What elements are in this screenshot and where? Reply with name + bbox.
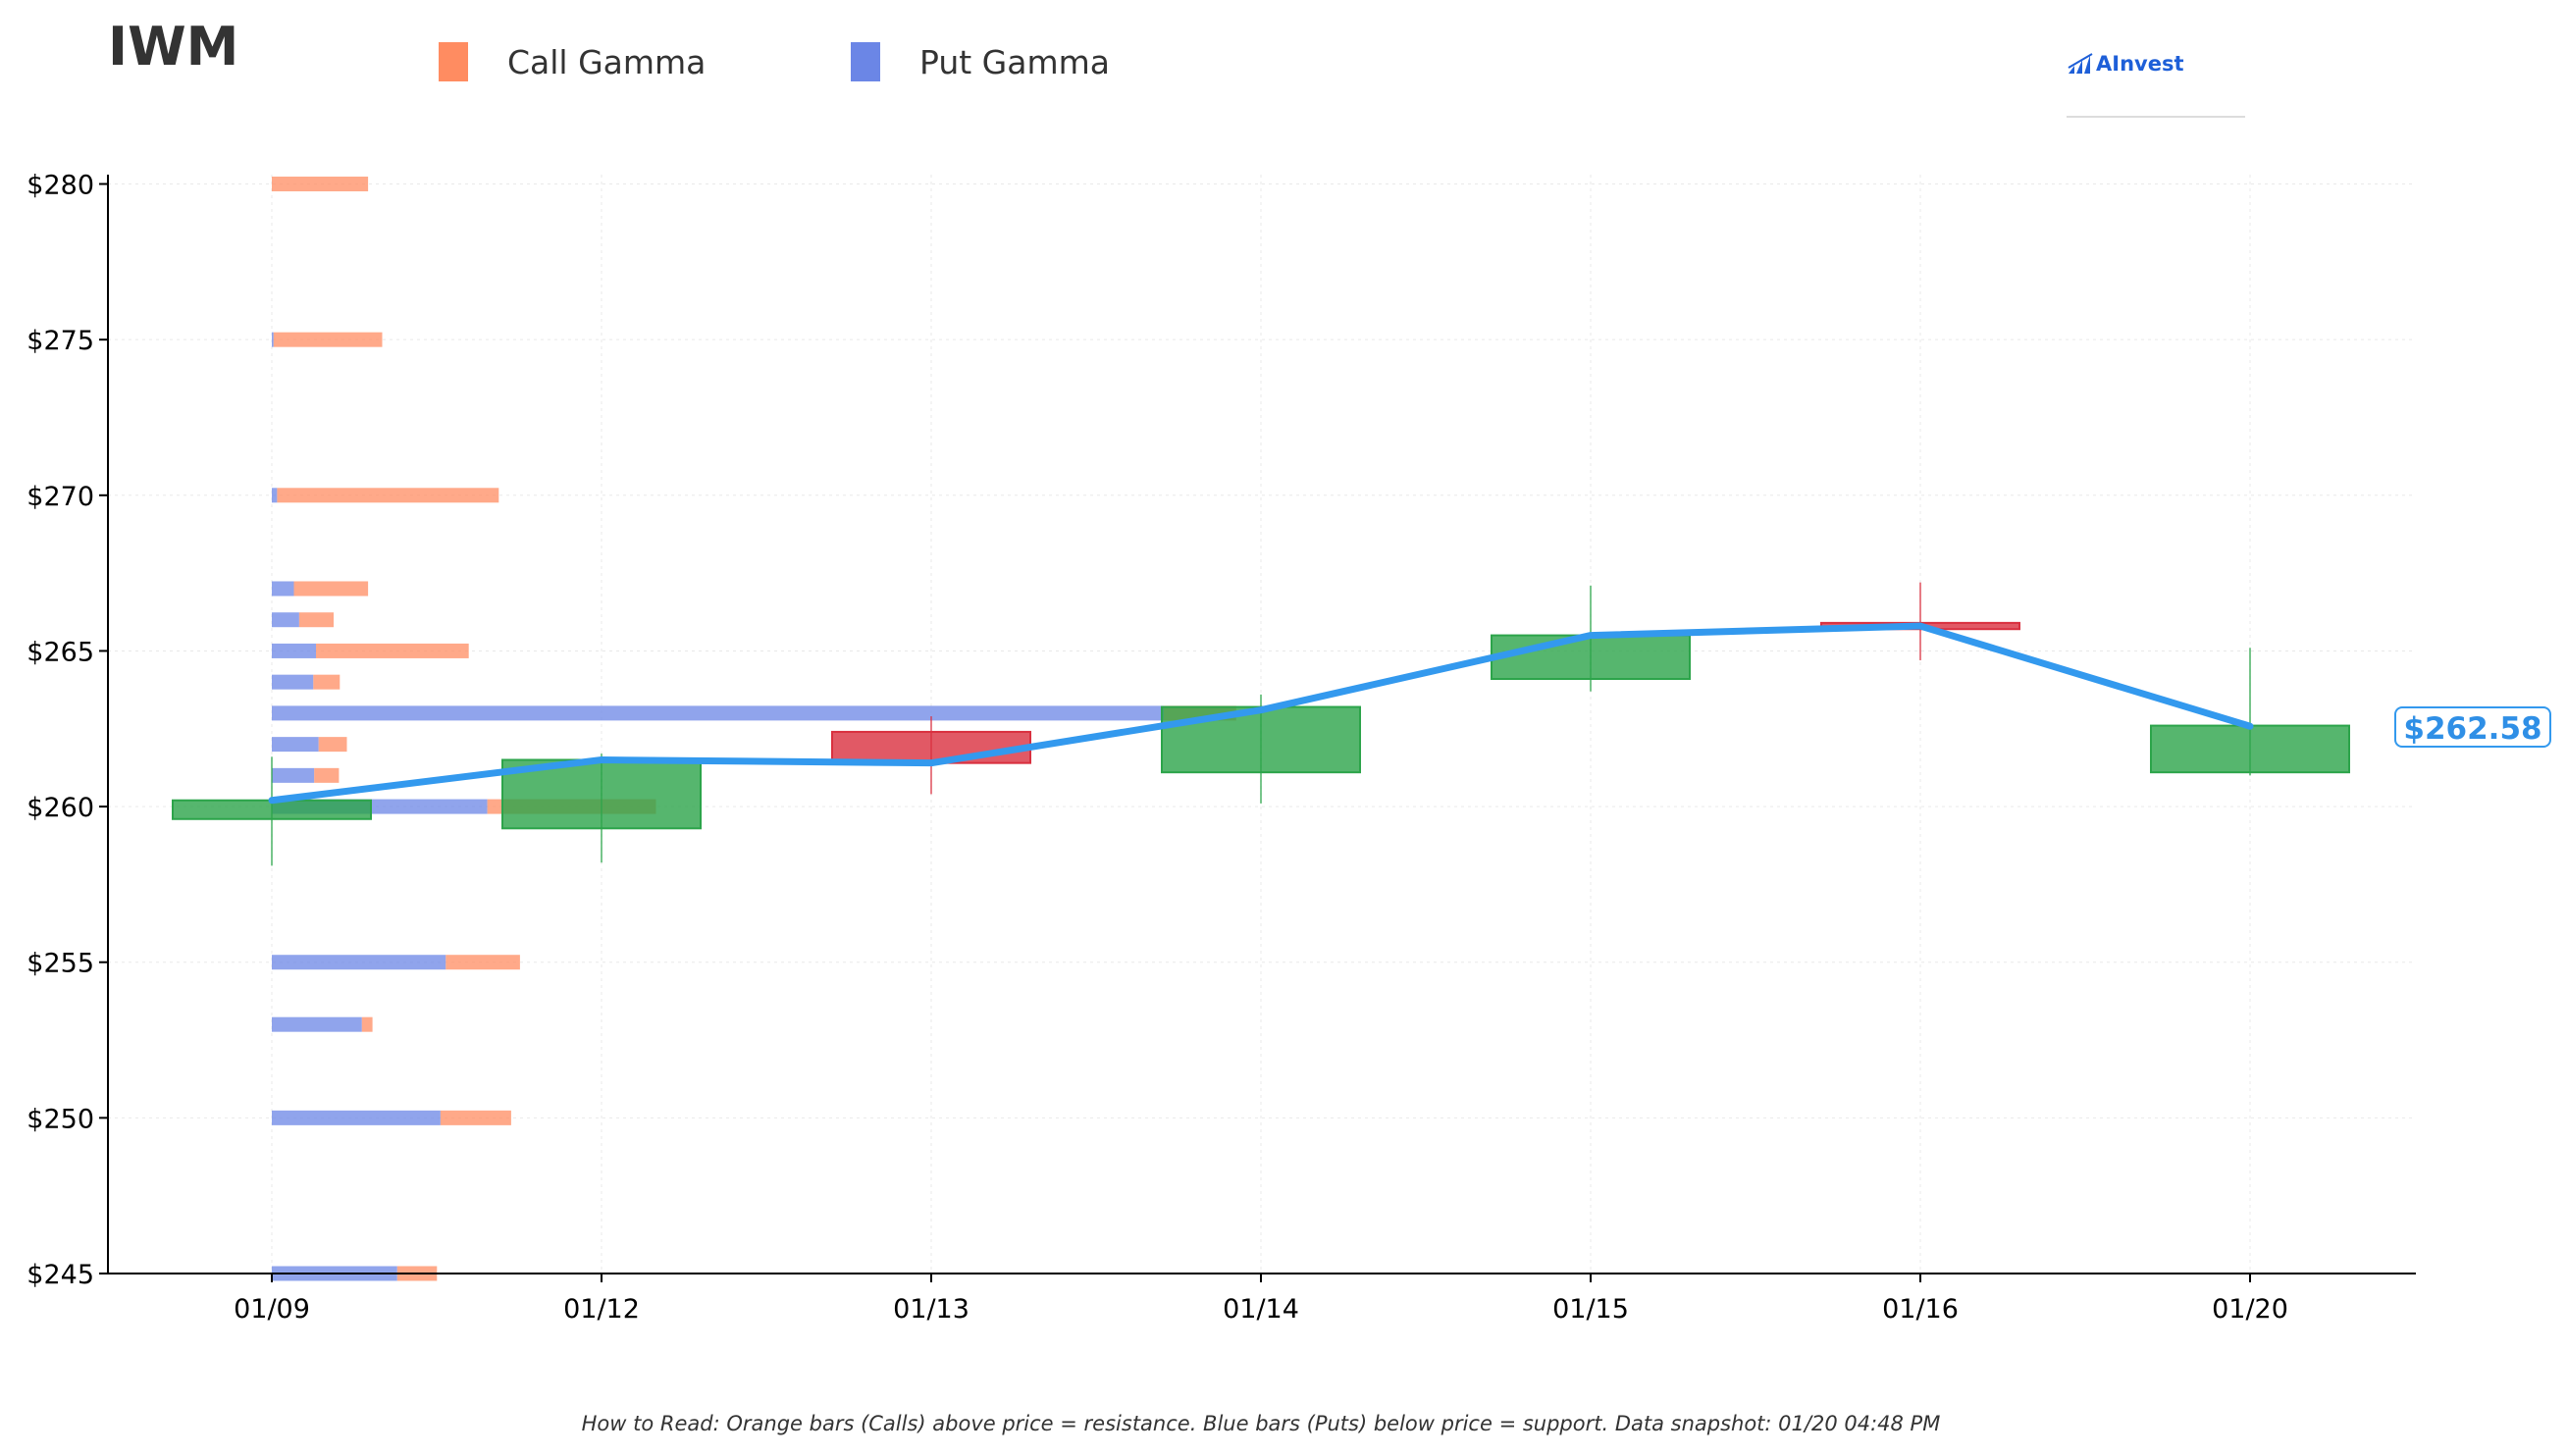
call-gamma-bar <box>361 1016 373 1032</box>
put-gamma-bar <box>272 737 319 753</box>
legend-item-put-gamma: Put Gamma <box>851 37 1110 86</box>
put-gamma-bar <box>272 488 278 503</box>
call-gamma-bar <box>313 674 341 690</box>
footnote: How to Read: Orange bars (Calls) above p… <box>581 1412 1941 1435</box>
candle-body <box>2150 724 2350 774</box>
put-gamma-bar <box>272 674 314 690</box>
legend-swatch-call-gamma <box>439 42 468 81</box>
call-gamma-bar <box>314 767 340 783</box>
call-gamma-bar <box>440 1110 511 1125</box>
candle-body <box>831 730 1031 764</box>
put-gamma-bar <box>272 767 315 783</box>
put-gamma-bar <box>272 643 316 658</box>
brand-logo: AInvest <box>2067 43 2245 118</box>
x-tick-label: 01/14 <box>1223 1294 1299 1325</box>
y-tick-label: $275 <box>26 326 94 356</box>
candle-body <box>1161 705 1361 774</box>
y-tick-label: $280 <box>26 171 94 201</box>
brand-name: AInvest <box>2096 52 2184 76</box>
last-price-label: $262.58 <box>2394 706 2551 748</box>
put-gamma-bar <box>272 581 294 597</box>
call-gamma-bar <box>318 737 347 753</box>
x-tick-label: 01/16 <box>1882 1294 1959 1325</box>
call-gamma-bar <box>273 332 383 347</box>
call-gamma-bar <box>272 177 369 192</box>
put-gamma-bar <box>272 705 1164 721</box>
legend-swatch-put-gamma <box>851 42 880 81</box>
chart-growth-icon <box>2068 53 2093 74</box>
x-tick-label: 01/13 <box>893 1294 969 1325</box>
y-tick-label: $265 <box>26 637 94 667</box>
x-tick-label: 01/15 <box>1552 1294 1629 1325</box>
legend-label-put-gamma: Put Gamma <box>919 42 1110 81</box>
y-tick-label: $245 <box>26 1260 94 1290</box>
call-gamma-bar <box>445 955 520 970</box>
x-tick-label: 01/12 <box>563 1294 640 1325</box>
put-gamma-bar <box>272 612 299 628</box>
put-gamma-bar <box>272 1016 362 1032</box>
y-tick-label: $260 <box>26 793 94 823</box>
chart-title: IWM <box>108 16 239 78</box>
legend-item-call-gamma: Call Gamma <box>439 37 706 86</box>
y-tick-label: $250 <box>26 1104 94 1134</box>
put-gamma-bar <box>272 955 446 970</box>
x-tick-label: 01/09 <box>234 1294 310 1325</box>
call-gamma-bar <box>298 612 334 628</box>
y-tick-label: $255 <box>26 949 94 979</box>
put-gamma-bar <box>272 1110 441 1125</box>
call-gamma-bar <box>316 643 469 658</box>
candle-body <box>1491 634 1691 680</box>
call-gamma-bar <box>277 488 499 503</box>
call-gamma-bar <box>293 581 369 597</box>
y-tick-label: $270 <box>26 482 94 512</box>
x-tick-label: 01/20 <box>2212 1294 2288 1325</box>
put-gamma-bar <box>272 332 274 347</box>
close-price-line <box>268 622 2254 805</box>
legend-label-call-gamma: Call Gamma <box>507 42 707 81</box>
